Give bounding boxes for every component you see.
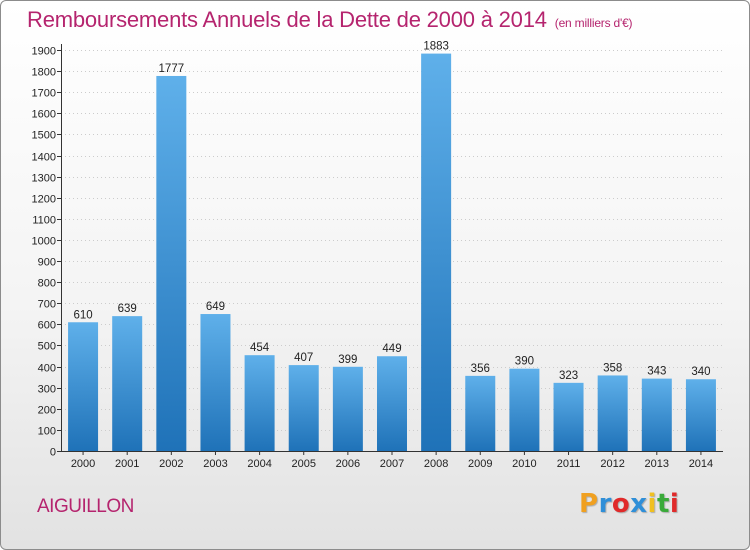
bar xyxy=(641,378,672,451)
y-tick-label: 1600 xyxy=(32,109,56,121)
bar-value-label: 358 xyxy=(603,362,622,374)
y-tick-label: 1700 xyxy=(32,88,56,100)
bar-value-label: 639 xyxy=(118,303,137,315)
bar-value-label: 399 xyxy=(338,354,357,366)
y-tick-label: 1200 xyxy=(32,194,56,206)
logo-letter: i xyxy=(669,489,680,519)
bar-value-label: 1777 xyxy=(159,63,185,75)
x-tick-label: 2010 xyxy=(512,458,536,470)
axes: 0 100 200 300 400 500 600 700 800 900 1000 1100 1200… xyxy=(32,44,723,470)
x-tick-label: 2002 xyxy=(159,458,183,470)
logo-letter: o xyxy=(611,489,631,519)
bar xyxy=(421,53,452,452)
y-tick-label: 200 xyxy=(38,405,56,417)
y-tick-label: 0 xyxy=(50,447,56,459)
logo-letter: x xyxy=(630,489,648,519)
bars: 610 639 1777 649 454 407 399 449 1883 356 390 323 35… xyxy=(68,41,716,452)
x-tick-label: 2014 xyxy=(689,458,713,470)
bar-value-label: 454 xyxy=(250,342,270,354)
commune-name: AIGUILLON xyxy=(37,496,134,517)
bar xyxy=(685,379,716,451)
y-tick-label: 1300 xyxy=(32,173,56,185)
y-tick-label: 700 xyxy=(38,299,56,311)
bar xyxy=(377,356,407,451)
unit-note: (en milliers d'€) xyxy=(554,16,633,30)
logo-letter: i xyxy=(647,489,657,519)
x-tick-label: 2009 xyxy=(468,458,492,470)
bar xyxy=(332,366,363,451)
logo-letter: r xyxy=(598,489,612,519)
x-tick-label: 2006 xyxy=(336,458,360,470)
y-tick-label: 1900 xyxy=(32,46,56,58)
y-tick-label: 900 xyxy=(38,257,56,269)
logo-letter: P xyxy=(579,489,599,519)
bar xyxy=(553,382,584,451)
y-tick-label: 1100 xyxy=(32,215,56,227)
x-tick-label: 2008 xyxy=(424,458,448,470)
y-tick-label: 1400 xyxy=(32,152,56,164)
bar xyxy=(200,314,231,451)
y-tick-label: 400 xyxy=(38,363,56,375)
y-tick-label: 1000 xyxy=(32,236,56,248)
bar-value-label: 610 xyxy=(73,309,92,321)
bar xyxy=(465,375,496,451)
logo-letter: t xyxy=(656,489,670,519)
x-tick-label: 2001 xyxy=(115,458,139,470)
x-tick-label: 2004 xyxy=(247,458,271,470)
y-tick-label: 600 xyxy=(38,320,56,332)
x-tick-label: 2012 xyxy=(600,458,624,470)
bar-value-label: 323 xyxy=(559,370,578,382)
bar-value-label: 356 xyxy=(471,363,490,375)
bar xyxy=(509,368,540,451)
y-tick-label: 100 xyxy=(38,426,56,438)
y-tick-label: 800 xyxy=(38,278,56,290)
bar-value-label: 343 xyxy=(647,366,666,378)
x-tick-label: 2000 xyxy=(71,458,95,470)
bar xyxy=(597,375,628,451)
bar xyxy=(288,365,319,451)
x-tick-label: 2013 xyxy=(645,458,669,470)
y-tick-label: 1800 xyxy=(32,67,56,79)
bar xyxy=(156,75,187,451)
bar-value-label: 407 xyxy=(294,352,313,364)
proxiti-logo[interactable]: Proxiti xyxy=(579,489,679,519)
x-tick-label: 2007 xyxy=(380,458,404,470)
chart-title: Remboursements Annuels de la Dette de 20… xyxy=(27,7,633,32)
y-tick-label: 500 xyxy=(38,341,56,353)
x-tick-label: 2003 xyxy=(203,458,227,470)
bar-value-label: 449 xyxy=(382,343,401,355)
bar xyxy=(244,355,275,451)
bar-value-label: 390 xyxy=(515,356,534,368)
bar-value-label: 340 xyxy=(691,366,710,378)
bar xyxy=(112,316,143,451)
x-tick-label: 2011 xyxy=(557,458,581,470)
bar-value-label: 649 xyxy=(206,301,225,313)
bar xyxy=(68,322,99,451)
y-tick-label: 300 xyxy=(38,384,56,396)
bar-value-label: 1883 xyxy=(423,41,449,53)
y-tick-label: 1500 xyxy=(32,130,56,142)
x-tick-label: 2005 xyxy=(291,458,315,470)
